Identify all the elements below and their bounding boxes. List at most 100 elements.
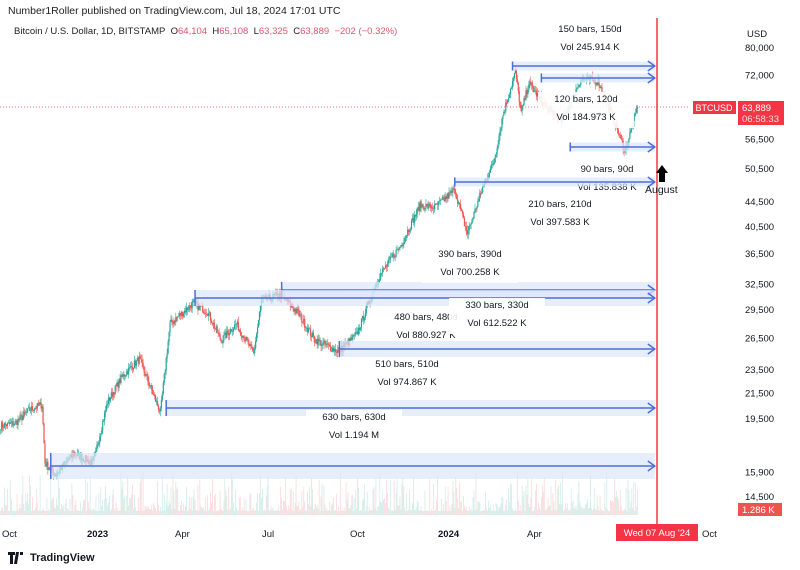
volume-bar: [100, 487, 102, 515]
date-range-330[interactable]: [338, 298, 657, 357]
volume-bar: [496, 504, 498, 515]
volume-bar: [468, 506, 470, 515]
price-tick-label: 80,000: [745, 43, 774, 54]
volume-bar: [609, 510, 611, 515]
volume-bar: [73, 510, 75, 515]
volume-bar: [67, 508, 69, 515]
volume-bar: [539, 507, 540, 515]
volume-bar: [58, 475, 59, 515]
volume-bar: [27, 493, 29, 515]
date-range-630[interactable]: [49, 410, 657, 479]
candle-body: [435, 203, 438, 205]
volume-bar: [412, 503, 413, 515]
volume-bar: [561, 504, 562, 515]
candle-body: [405, 236, 407, 239]
volume-bar: [135, 510, 137, 515]
volume-bar: [461, 500, 462, 515]
candle-body: [466, 230, 468, 235]
volume-bar: [92, 508, 94, 515]
date-range-150[interactable]: [511, 22, 657, 72]
volume-bar: [627, 479, 629, 515]
candle-body: [255, 341, 257, 349]
volume-bar: [187, 510, 189, 515]
volume-bar: [316, 505, 318, 515]
arrow-right-icon: [647, 60, 657, 72]
candle-body: [308, 328, 311, 330]
volume-bar: [60, 503, 62, 515]
date-range-210[interactable]: [454, 176, 657, 233]
candle-body: [575, 88, 577, 94]
candle-body: [0, 429, 2, 431]
candle-body: [39, 402, 41, 404]
volume-bar: [31, 510, 32, 515]
volume-bar: [107, 505, 108, 515]
date-range-120[interactable]: [538, 72, 657, 128]
volume-bar: [584, 508, 586, 515]
volume-bar: [129, 498, 131, 515]
volume-bar: [450, 510, 452, 515]
candle-body: [360, 318, 363, 328]
volume-bar: [370, 509, 372, 515]
candle-body: [217, 332, 219, 334]
candle-body: [3, 423, 6, 428]
volume-bar: [348, 508, 350, 515]
volume-bar: [68, 510, 70, 515]
volume-bar: [525, 485, 527, 515]
volume-bar: [387, 493, 388, 515]
volume-bar: [23, 503, 25, 515]
volume-bar: [33, 510, 34, 515]
volume-bar: [197, 485, 199, 515]
volume-bar: [109, 495, 110, 515]
candle-body: [378, 280, 380, 283]
candle-body: [155, 395, 157, 402]
volume-bar: [449, 505, 451, 515]
date-range-label-box: [449, 298, 545, 334]
date-range-510[interactable]: [165, 357, 657, 416]
candle-body: [636, 107, 639, 109]
volume-bar: [29, 476, 30, 515]
volume-bar: [390, 510, 392, 515]
candle-body: [417, 206, 419, 208]
volume-bar: [102, 500, 104, 515]
volume-bar: [168, 500, 170, 515]
volume-bar: [526, 494, 528, 515]
volume-bar: [536, 483, 537, 515]
volume-bar: [494, 510, 496, 515]
volume-bar: [124, 495, 126, 515]
volume-bar: [157, 481, 158, 515]
volume-bar: [122, 481, 124, 515]
candle-body: [424, 208, 426, 210]
candle-body: [431, 207, 433, 209]
candle-body: [13, 424, 15, 426]
volume-bar: [635, 482, 637, 515]
volume-bar: [130, 498, 131, 515]
date-range-bars: 90 bars, 90d: [581, 164, 634, 175]
volume-bar: [272, 507, 274, 515]
volume-bar: [426, 510, 428, 515]
volume-bar: [515, 510, 517, 515]
candle-body: [18, 418, 20, 420]
candle-body: [428, 203, 430, 209]
candle-body: [432, 207, 434, 209]
candle-body: [518, 90, 520, 103]
candle-body: [206, 314, 209, 316]
candle-body: [383, 268, 385, 269]
volume-bar: [142, 472, 144, 515]
volume-bar: [541, 485, 543, 515]
candle-body: [596, 82, 598, 85]
candle-body: [489, 168, 491, 174]
candle-body: [232, 328, 235, 332]
candle-body: [536, 93, 539, 97]
volume-bar: [87, 501, 89, 515]
volume-bar: [202, 508, 204, 515]
candle-body: [508, 98, 510, 100]
volume-bar: [146, 508, 148, 515]
candle-body: [200, 306, 202, 307]
volume-bar: [469, 510, 471, 515]
candle-body: [447, 193, 449, 199]
candle-body: [389, 256, 391, 260]
volume-bar: [530, 498, 532, 515]
volume-bar: [215, 510, 217, 515]
volume-bar: [300, 508, 302, 515]
